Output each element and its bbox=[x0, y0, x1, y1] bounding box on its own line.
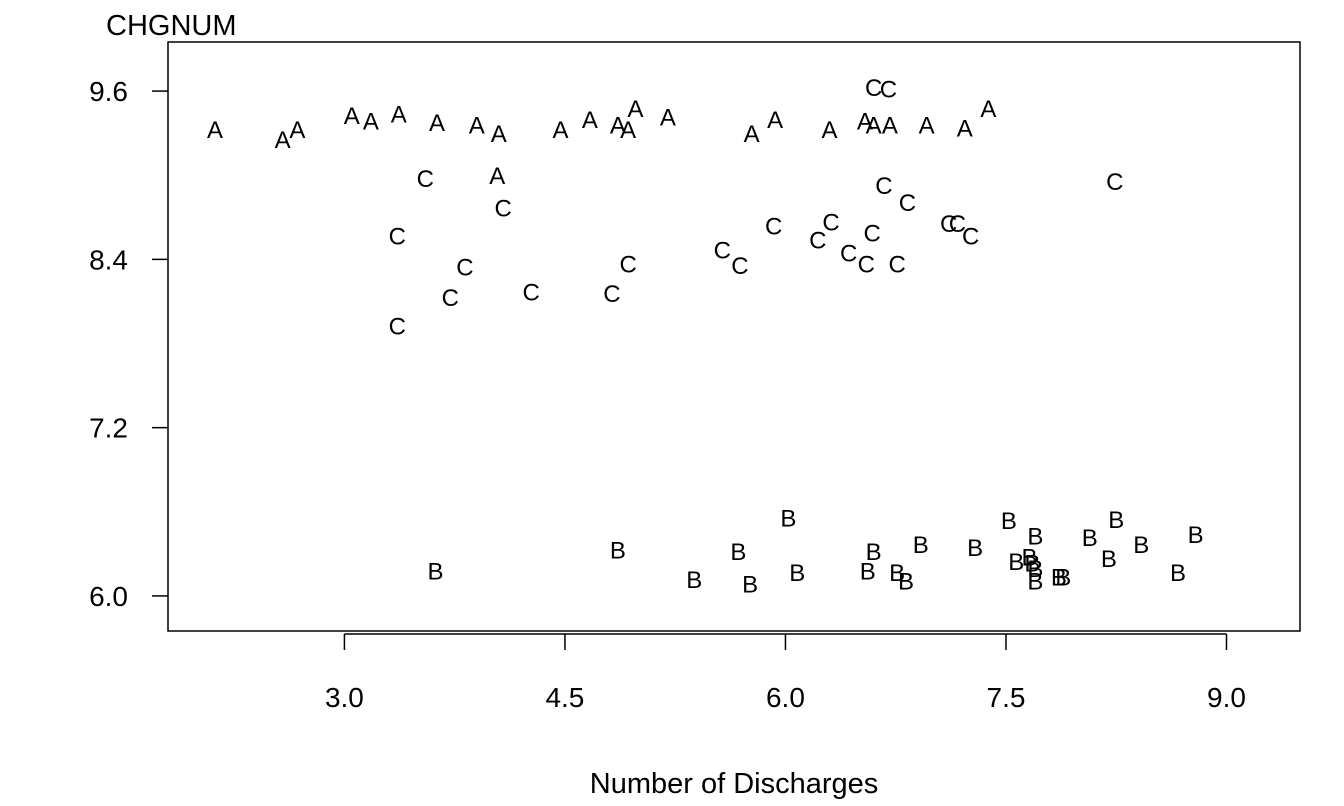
data-point-c: C bbox=[809, 228, 826, 255]
data-point-b: B bbox=[898, 569, 914, 596]
data-point-a: A bbox=[275, 127, 291, 154]
data-point-b: B bbox=[1082, 525, 1098, 552]
data-point-a: A bbox=[857, 109, 873, 136]
data-point-c: C bbox=[822, 210, 839, 237]
data-point-c: C bbox=[1106, 169, 1123, 196]
data-point-a: A bbox=[660, 104, 676, 131]
data-point-b: B bbox=[1051, 564, 1067, 591]
data-point-b: B bbox=[913, 532, 929, 559]
data-point-b: B bbox=[1170, 560, 1186, 587]
data-point-a: A bbox=[822, 117, 838, 144]
data-point-a: A bbox=[919, 113, 935, 140]
data-point-b: B bbox=[1027, 569, 1043, 596]
data-point-a: A bbox=[744, 121, 760, 148]
data-point-b: B bbox=[1027, 556, 1043, 583]
x-axis: 3.0 4.5 6.0 7.5 9.0 bbox=[325, 633, 1246, 713]
data-point-c: C bbox=[865, 75, 882, 102]
data-point-b: B bbox=[730, 539, 746, 566]
data-point-a: A bbox=[610, 113, 626, 140]
data-point-b: B bbox=[1188, 522, 1204, 549]
data-point-c: C bbox=[864, 221, 881, 248]
data-point-b: B bbox=[860, 559, 876, 586]
data-point-c: C bbox=[417, 166, 434, 193]
plot-frame bbox=[167, 41, 1301, 632]
data-point-a: A bbox=[363, 109, 379, 136]
data-point-a: A bbox=[866, 113, 882, 140]
data-point-b: B bbox=[967, 535, 983, 562]
data-point-c: C bbox=[389, 224, 406, 251]
data-point-b: B bbox=[789, 560, 805, 587]
y-tick-label: 6.0 bbox=[89, 581, 128, 612]
data-point-c: C bbox=[840, 240, 857, 267]
data-point-c: C bbox=[949, 211, 966, 238]
x-tick-label: 7.5 bbox=[987, 682, 1026, 713]
data-point-b: B bbox=[889, 560, 905, 587]
data-point-a: A bbox=[207, 117, 223, 144]
data-point-a: A bbox=[582, 107, 598, 134]
data-point-a: A bbox=[429, 110, 445, 137]
data-point-c: C bbox=[456, 254, 473, 281]
data-point-b: B bbox=[1001, 508, 1017, 535]
y-axis-title: CHGNUM bbox=[106, 10, 237, 42]
data-point-c: C bbox=[765, 214, 782, 241]
x-tick-label: 4.5 bbox=[545, 682, 584, 713]
data-point-a: A bbox=[391, 102, 407, 129]
data-point-a: A bbox=[469, 113, 485, 140]
y-axis: 6.0 7.2 8.4 9.6 bbox=[89, 76, 168, 612]
data-point-b: B bbox=[1101, 546, 1117, 573]
data-point-c: C bbox=[389, 313, 406, 340]
data-point-b: B bbox=[866, 539, 882, 566]
data-point-c: C bbox=[714, 238, 731, 265]
data-point-a: A bbox=[489, 163, 505, 190]
data-point-b: B bbox=[1008, 549, 1024, 576]
data-point-c: C bbox=[880, 76, 897, 103]
data-point-a: A bbox=[344, 103, 360, 130]
data-point-b: B bbox=[1024, 550, 1040, 577]
data-point-c: C bbox=[889, 252, 906, 279]
x-tick-label: 9.0 bbox=[1207, 682, 1246, 713]
data-point-c: C bbox=[940, 211, 957, 238]
y-tick-label: 7.2 bbox=[89, 413, 128, 444]
y-tick-label: 8.4 bbox=[89, 244, 128, 275]
data-point-c: C bbox=[962, 224, 979, 251]
data-point-a: A bbox=[289, 117, 305, 144]
data-point-a: A bbox=[627, 96, 643, 123]
data-point-b: B bbox=[686, 567, 702, 594]
data-point-b: B bbox=[1108, 507, 1124, 534]
data-point-a: A bbox=[882, 113, 898, 140]
data-point-c: C bbox=[442, 285, 459, 312]
data-point-b: B bbox=[1133, 532, 1149, 559]
data-point-a: A bbox=[957, 116, 973, 143]
x-axis-title: Number of Discharges bbox=[590, 768, 879, 800]
data-point-c: C bbox=[603, 281, 620, 308]
data-point-c: C bbox=[522, 280, 539, 307]
data-point-a: A bbox=[980, 96, 996, 123]
data-point-a: A bbox=[553, 117, 569, 144]
data-point-a: A bbox=[767, 107, 783, 134]
data-point-c: C bbox=[731, 253, 748, 280]
data-point-b: B bbox=[1021, 545, 1037, 572]
x-tick-label: 6.0 bbox=[766, 682, 805, 713]
data-point-b: B bbox=[742, 571, 758, 598]
data-point-b: B bbox=[610, 538, 626, 565]
data-point-c: C bbox=[899, 190, 916, 217]
data-point-b: B bbox=[780, 505, 796, 532]
data-point-b: B bbox=[1027, 524, 1043, 551]
data-point-c: C bbox=[619, 252, 636, 279]
data-point-b: B bbox=[1055, 564, 1071, 591]
y-tick-label: 9.6 bbox=[89, 76, 128, 107]
x-tick-label: 3.0 bbox=[325, 682, 364, 713]
data-point-c: C bbox=[495, 195, 512, 222]
data-point-c: C bbox=[858, 252, 875, 279]
data-point-a: A bbox=[620, 117, 636, 144]
data-point-a: A bbox=[491, 121, 507, 148]
data-point-c: C bbox=[875, 173, 892, 200]
data-point-b: B bbox=[428, 559, 444, 586]
